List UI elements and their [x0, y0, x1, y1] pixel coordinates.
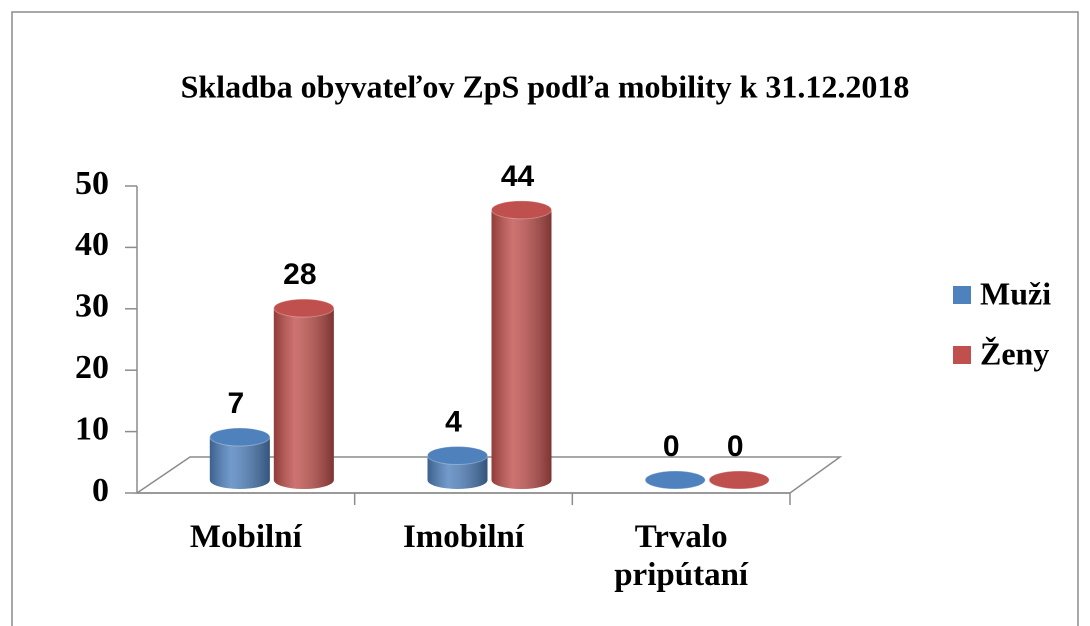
frame	[11, 11, 1079, 626]
chart-title: Skladba obyvateľov ZpS podľa mobility k …	[181, 68, 910, 104]
bar-shading	[427, 455, 488, 489]
y-tick-label: 30	[75, 288, 109, 325]
data-label: 28	[283, 258, 316, 291]
legend-swatch	[953, 286, 971, 304]
data-label: 4	[445, 405, 462, 438]
legend-swatch	[953, 346, 971, 364]
data-label: 0	[663, 430, 680, 463]
bar-top	[273, 298, 335, 318]
y-tick-label: 0	[92, 472, 109, 509]
data-label: 0	[727, 430, 744, 463]
legend-label: Ženy	[980, 335, 1049, 371]
y-tick-label: 40	[75, 226, 109, 263]
bar-shading	[273, 308, 334, 489]
legend-label: Muži	[980, 275, 1051, 311]
data-label: 7	[227, 387, 244, 420]
bar-top	[708, 470, 770, 490]
bar-shading	[209, 437, 270, 489]
x-tick-label: Imobilní	[402, 519, 525, 555]
bar-shading	[491, 209, 552, 489]
y-tick-label: 10	[75, 410, 109, 447]
bar-top	[209, 427, 271, 447]
bar-top	[427, 445, 488, 465]
bar-top	[491, 200, 552, 220]
y-tick-label: 20	[75, 349, 109, 386]
x-tick-label: Mobilní	[189, 519, 302, 555]
x-tick-label: Trvalo pripútaní	[614, 519, 749, 593]
bar-top	[644, 470, 706, 490]
y-tick-label: 50	[75, 165, 109, 202]
data-label: 44	[501, 160, 535, 193]
